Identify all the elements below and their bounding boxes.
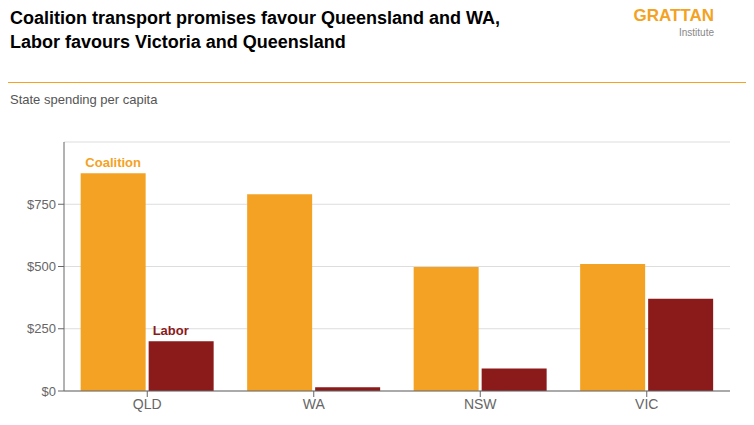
html-text:State spending per capita: State spending per capita [10, 92, 158, 107]
html-text:GRATTAN: GRATTAN [633, 6, 714, 25]
svg-text:Labor: Labor [153, 323, 189, 338]
svg-text:NSW: NSW [464, 396, 497, 412]
html-text:Institute: Institute [679, 27, 714, 38]
html-text:Labor favours Victoria and Que: Labor favours Victoria and Queensland [10, 32, 346, 52]
svg-text:$250: $250 [27, 321, 56, 336]
svg-text:Coalition: Coalition [85, 155, 141, 170]
svg-text:$750: $750 [27, 197, 56, 212]
svg-text:QLD: QLD [133, 396, 162, 412]
svg-text:$0: $0 [42, 384, 56, 399]
svg-text:$500: $500 [27, 259, 56, 274]
svg-text:WA: WA [303, 396, 326, 412]
svg-text:VIC: VIC [635, 396, 658, 412]
html-text:Coalition transport promises f: Coalition transport promises favour Quee… [10, 8, 501, 28]
